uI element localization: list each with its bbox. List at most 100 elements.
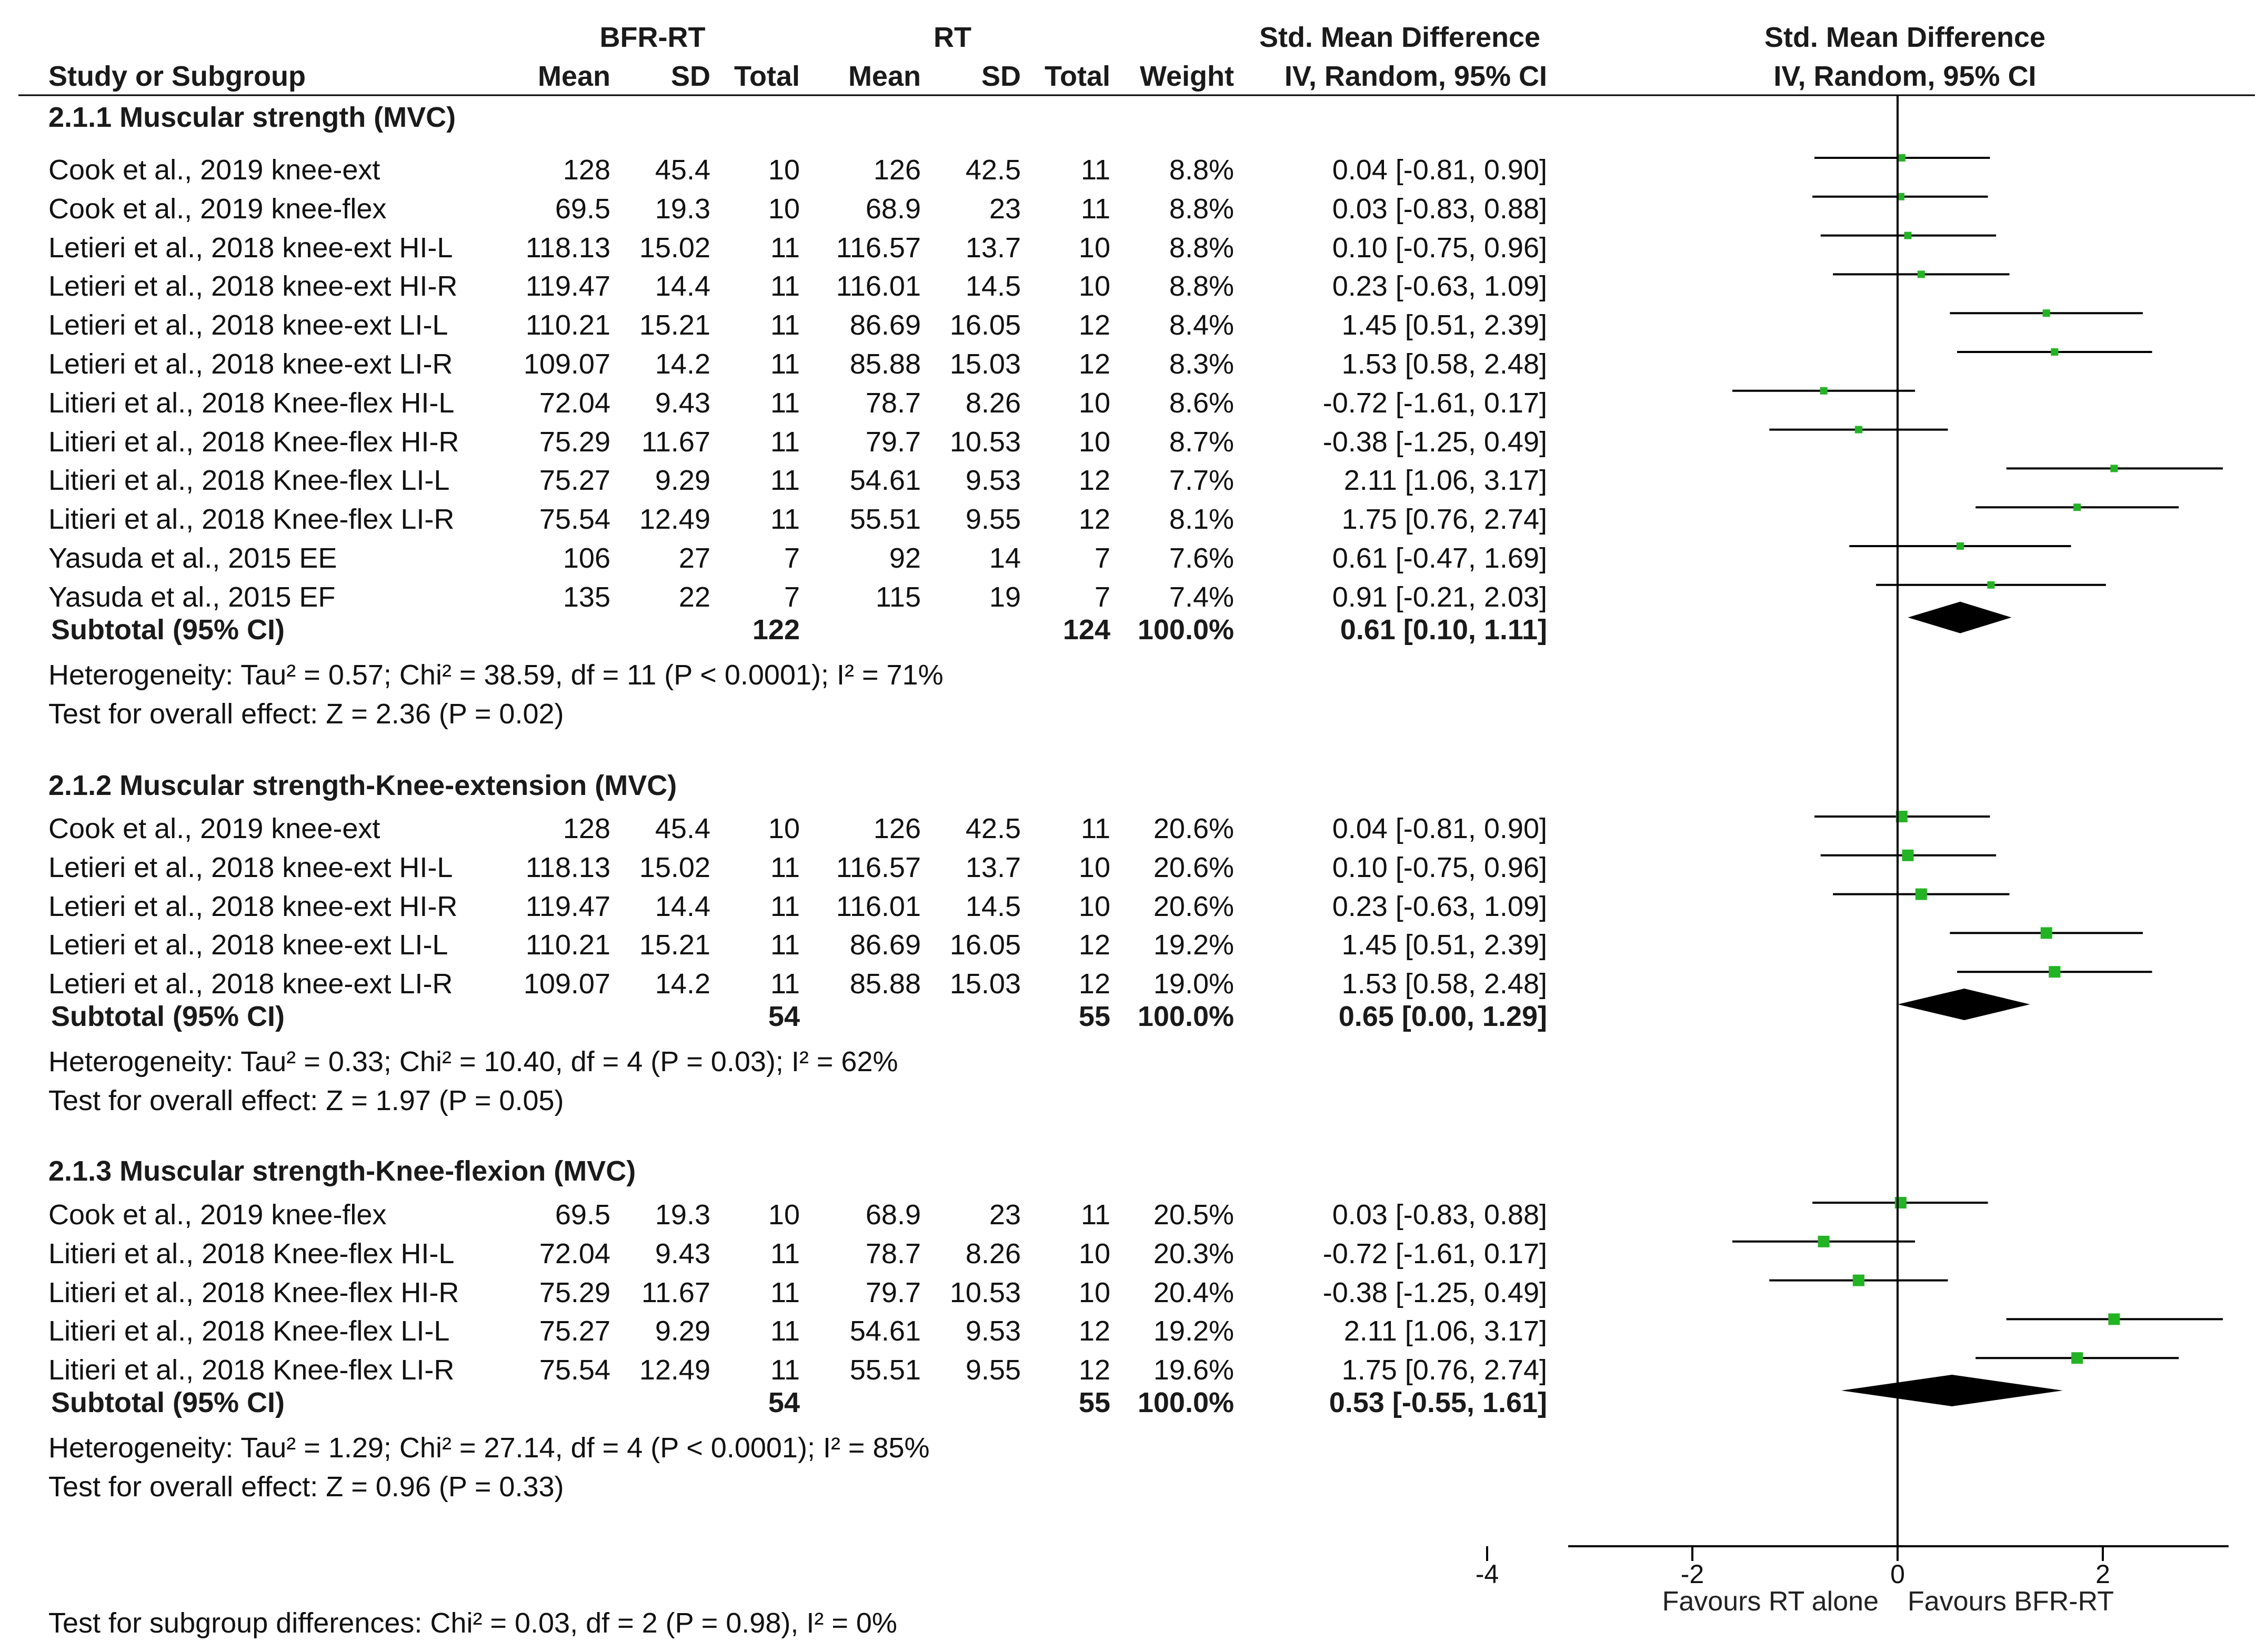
study-weight: 19.6%	[1153, 1354, 1234, 1386]
study-m1: 118.13	[525, 851, 610, 883]
study-n1: 11	[770, 851, 800, 883]
study-m2: 85.88	[849, 968, 921, 1000]
study-n2: 11	[1080, 154, 1110, 186]
study-m1: 110.21	[525, 929, 610, 961]
study-m1: 119.47	[525, 890, 610, 922]
study-name: Letieri et al., 2018 knee-ext LI-R	[48, 968, 453, 1000]
study-m2: 116.57	[836, 851, 921, 883]
study-ci-text: 0.10 [-0.75, 0.96]	[1332, 851, 1547, 883]
study-m2: 126	[873, 813, 921, 844]
study-column-header: Study or Subgroup	[48, 61, 306, 92]
subtotal-diamond	[1898, 989, 2030, 1020]
study-ci-text: -0.72 [-1.61, 0.17]	[1322, 1237, 1547, 1270]
study-n2: 11	[1080, 1199, 1110, 1231]
study-sd2: 9.55	[965, 503, 1021, 536]
overall-effect-text: Test for overall effect: Z = 0.96 (P = 0…	[48, 1471, 564, 1503]
subtotal-label: Subtotal (95% CI)	[51, 613, 285, 646]
study-ci-text: 1.53 [0.58, 2.48]	[1341, 968, 1547, 1000]
study-ci-text: 1.45 [0.51, 2.39]	[1341, 309, 1547, 341]
study-m2: 79.7	[865, 1276, 921, 1308]
favours-left-label: Favours RT alone	[1662, 1586, 1879, 1617]
study-name: Letieri et al., 2018 knee-ext HI-R	[48, 890, 458, 922]
point-estimate	[1915, 888, 1927, 900]
study-name: Letieri et al., 2018 knee-ext HI-L	[48, 851, 453, 883]
study-n1: 11	[770, 1276, 800, 1308]
study-weight: 20.6%	[1153, 890, 1234, 922]
subtotal-label: Subtotal (95% CI)	[51, 1387, 285, 1418]
heterogeneity-text: Heterogeneity: Tau² = 1.29; Chi² = 27.14…	[48, 1432, 930, 1464]
point-estimate	[1898, 154, 1905, 162]
study-ci-text: 2.11 [1.06, 3.17]	[1343, 1315, 1547, 1347]
study-m2: 68.9	[865, 1199, 921, 1231]
study-sd2: 9.53	[965, 465, 1021, 497]
study-ci-text: -0.38 [-1.25, 0.49]	[1322, 426, 1547, 458]
study-n2: 12	[1078, 503, 1110, 536]
study-sd1: 9.29	[655, 465, 710, 497]
study-sd1: 45.4	[655, 154, 710, 186]
study-name: Litieri et al., 2018 Knee-flex LI-R	[48, 503, 455, 536]
study-sd1: 11.67	[641, 426, 710, 458]
study-weight: 7.4%	[1169, 581, 1234, 613]
subtotal-ci: 0.61 [0.10, 1.11]	[1340, 613, 1547, 646]
study-n2: 11	[1080, 813, 1110, 844]
study-sd2: 9.53	[965, 1315, 1021, 1347]
study-sd1: 11.67	[641, 1276, 710, 1308]
study-weight: 8.7%	[1169, 426, 1234, 458]
study-name: Letieri et al., 2018 knee-ext HI-L	[48, 231, 453, 264]
favours-right-label: Favours BFR-RT	[1908, 1586, 2114, 1617]
study-name: Letieri et al., 2018 knee-ext HI-R	[48, 270, 458, 303]
study-n2: 12	[1078, 348, 1110, 380]
subtotal-ci: 0.65 [0.00, 1.29]	[1338, 1001, 1547, 1032]
total2-column-header: Total	[1045, 61, 1110, 92]
study-m1: 128	[563, 154, 610, 186]
study-m1: 69.5	[555, 1199, 610, 1231]
study-n1: 11	[770, 1354, 800, 1386]
x-tick-label: 0	[1890, 1559, 1905, 1589]
study-m2: 78.7	[865, 1237, 921, 1270]
study-n1: 11	[770, 348, 800, 380]
study-sd1: 14.2	[655, 968, 710, 1000]
study-weight: 7.7%	[1169, 465, 1234, 497]
study-weight: 8.1%	[1169, 503, 1234, 536]
study-weight: 20.4%	[1153, 1276, 1234, 1308]
study-ci-text: -0.72 [-1.61, 0.17]	[1322, 387, 1547, 419]
study-n2: 10	[1078, 1237, 1110, 1270]
study-m1: 110.21	[525, 309, 610, 341]
study-n1: 10	[768, 193, 800, 225]
study-ci-text: 1.75 [0.76, 2.74]	[1341, 503, 1547, 536]
subgroup-title: 2.1.3 Muscular strength-Knee-flexion (MV…	[48, 1155, 636, 1187]
study-m2: 86.69	[849, 929, 921, 961]
heterogeneity-text: Heterogeneity: Tau² = 0.33; Chi² = 10.40…	[48, 1046, 898, 1077]
study-n1: 11	[770, 309, 800, 341]
x-tick-label: 2	[2095, 1559, 2110, 1589]
group1-header: BFR-RT	[599, 22, 706, 53]
study-weight: 8.3%	[1169, 348, 1234, 380]
subtotal-label: Subtotal (95% CI)	[51, 1001, 285, 1032]
study-ci-text: 0.04 [-0.81, 0.90]	[1332, 813, 1547, 844]
study-ci-text: 0.91 [-0.21, 2.03]	[1332, 581, 1547, 613]
study-name: Litieri et al., 2018 Knee-flex HI-R	[48, 1276, 459, 1308]
study-sd1: 15.21	[639, 929, 710, 961]
point-estimate	[1818, 1235, 1830, 1247]
study-name: Litieri et al., 2018 Knee-flex HI-L	[48, 387, 455, 419]
study-ci-text: 0.04 [-0.81, 0.90]	[1332, 154, 1547, 186]
study-n2: 11	[1080, 193, 1110, 225]
heterogeneity-text: Heterogeneity: Tau² = 0.57; Chi² = 38.59…	[48, 659, 944, 691]
study-m2: 54.61	[849, 1315, 921, 1347]
study-sd1: 14.4	[655, 890, 710, 922]
study-sd1: 9.29	[655, 1315, 710, 1347]
study-sd1: 27	[678, 542, 710, 574]
study-sd1: 22	[678, 581, 710, 613]
mean1-column-header: Mean	[537, 61, 610, 92]
study-n2: 12	[1078, 465, 1110, 497]
group2-header: RT	[934, 22, 971, 53]
study-name: Yasuda et al., 2015 EF	[48, 581, 336, 613]
point-estimate	[1902, 849, 1914, 861]
study-sd2: 10.53	[949, 1276, 1021, 1308]
study-m1: 75.54	[539, 503, 610, 536]
study-name: Letieri et al., 2018 knee-ext LI-R	[48, 348, 453, 380]
study-n1: 11	[770, 231, 800, 264]
study-m2: 126	[873, 154, 921, 186]
study-m2: 85.88	[849, 348, 921, 380]
